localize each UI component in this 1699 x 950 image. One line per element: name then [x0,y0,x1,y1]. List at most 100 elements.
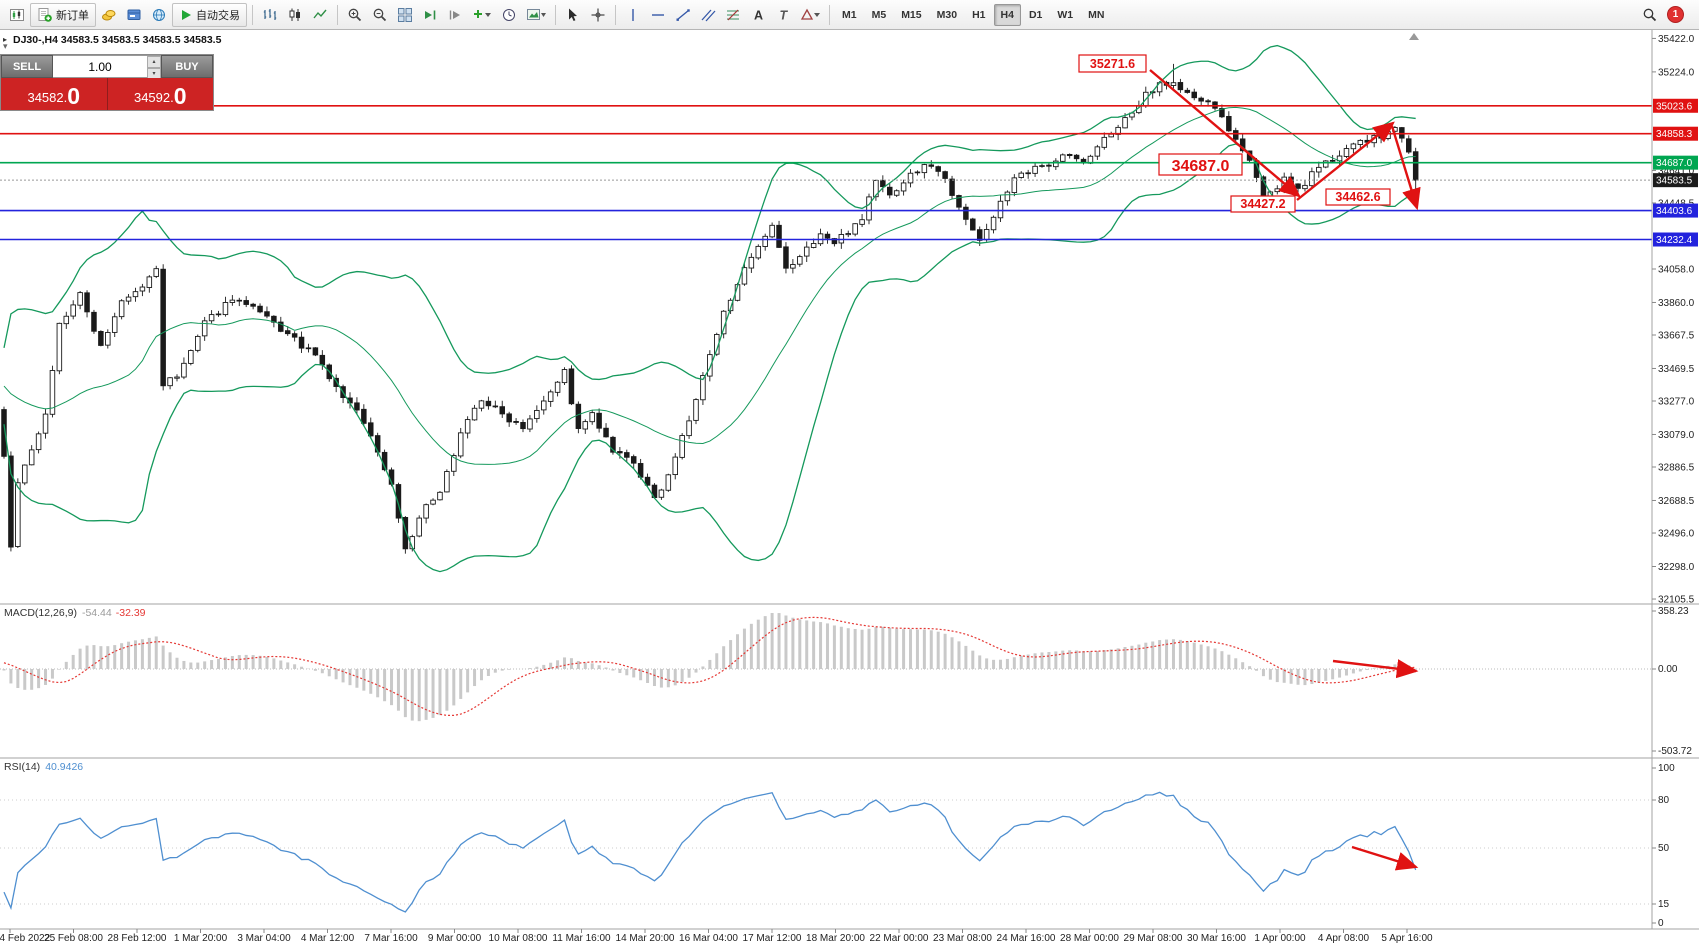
svg-text:23 Mar 08:00: 23 Mar 08:00 [933,933,992,944]
price-annotations[interactable]: 35271.6 34687.0 34427.2 34462.6 [1078,54,1391,213]
chart-canvas[interactable]: 35271.6 34687.0 34427.2 34462.6 35422.0 35224… [0,30,1699,950]
candlestick-chart-icon[interactable] [283,3,307,27]
text-label-icon[interactable]: T [771,3,795,27]
tf-m5[interactable]: M5 [865,4,894,26]
chart-window-icon[interactable] [5,3,29,27]
zoom-in-icon[interactable] [343,3,367,27]
svg-text:11 Mar 16:00: 11 Mar 16:00 [552,933,611,944]
vertical-line-icon[interactable] [621,3,645,27]
cycles-icon[interactable] [497,3,521,27]
templates-dropdown[interactable] [522,3,550,27]
bar-chart-icon[interactable] [258,3,282,27]
tf-mn[interactable]: MN [1081,4,1111,26]
symbol-ohlc-label: DJ30-,H4 34583.5 34583.5 34583.5 34583.5 [13,34,222,46]
new-chart-dropdown[interactable] [468,3,496,27]
trendline-icon[interactable] [671,3,695,27]
macd-histogram [2,613,1418,722]
toolbar-separator [829,4,830,25]
svg-text:30 Mar 16:00: 30 Mar 16:00 [1187,933,1246,944]
buy-price-main: 34592. [133,90,174,105]
svg-text:-503.72: -503.72 [1658,746,1692,757]
sell-price-display[interactable]: 34582. 0 [1,78,108,110]
play-icon [182,9,191,20]
accounts-icon[interactable] [122,3,146,27]
svg-text:33860.0: 33860.0 [1658,298,1695,309]
crosshair-icon[interactable] [586,3,610,27]
svg-text:0.00: 0.00 [1658,664,1678,675]
svg-text:T: T [780,8,789,22]
channel-icon[interactable] [696,3,720,27]
svg-text:24 Mar 16:00: 24 Mar 16:00 [997,933,1056,944]
svg-text:33469.5: 33469.5 [1658,364,1695,375]
svg-text:32496.0: 32496.0 [1658,529,1695,540]
trend-arrows[interactable] [1149,69,1421,871]
price-axis-badges: 35023.6 34858.3 34687.0 34583.5 34403.6 34232… [1653,98,1698,247]
buy-price-display[interactable]: 34592. 0 [107,78,213,110]
tf-h1[interactable]: H1 [965,4,992,26]
tf-w1[interactable]: W1 [1050,4,1080,26]
fibonacci-icon[interactable] [721,3,745,27]
toolbar-separator [337,4,338,25]
search-icon[interactable] [1638,3,1662,27]
tile-windows-icon[interactable] [393,3,417,27]
arrows-shapes-dropdown[interactable] [796,3,824,27]
svg-text:50: 50 [1658,843,1670,854]
text-tool-icon[interactable]: A [746,3,770,27]
auto-scroll-icon[interactable] [418,3,442,27]
svg-text:34687.0: 34687.0 [1172,158,1230,175]
autotrading-button[interactable]: 自动交易 [172,2,247,27]
sell-price-main: 34582. [27,90,68,105]
svg-text:34058.0: 34058.0 [1658,264,1695,275]
volume-input[interactable] [53,56,147,77]
annotation-box [1158,153,1243,176]
tf-m15[interactable]: M15 [894,4,928,26]
trend-arrow [1332,659,1419,679]
svg-text:18 Mar 20:00: 18 Mar 20:00 [806,933,865,944]
svg-text:14 Mar 20:00: 14 Mar 20:00 [616,933,675,944]
one-click-collapse-icon[interactable]: ▾ [3,41,8,51]
community-icon[interactable] [147,3,171,27]
trend-arrow [1351,845,1419,871]
cursor-icon[interactable] [561,3,585,27]
notification-badge[interactable]: 1 [1667,6,1684,23]
chart-shift-icon[interactable] [443,3,467,27]
svg-text:3 Mar 04:00: 3 Mar 04:00 [237,933,291,944]
line-chart-icon[interactable] [308,3,332,27]
svg-text:33277.0: 33277.0 [1658,397,1695,408]
new-order-button[interactable]: 新订单 [30,2,96,27]
svg-text:34232.4: 34232.4 [1656,235,1693,246]
chart-shift-marker [1409,33,1419,40]
annotation-box [1078,54,1147,73]
volume-spinner: ▴ ▾ [147,56,161,80]
sell-button[interactable]: SELL [1,55,53,78]
gold-coins-icon[interactable] [97,3,121,27]
level-lines[interactable] [0,104,1652,241]
svg-text:32298.0: 32298.0 [1658,562,1695,573]
autotrading-label: 自动交易 [196,9,240,22]
tf-d1[interactable]: D1 [1022,4,1049,26]
tf-m30[interactable]: M30 [930,4,964,26]
macd-indicator-label: MACD(12,26,9) -54.44 -32.39 [4,607,146,619]
svg-text:0: 0 [1658,918,1664,929]
macd-name: MACD(12,26,9) [4,607,77,619]
svg-text:1 Apr 00:00: 1 Apr 00:00 [1254,933,1306,944]
volume-increase-button[interactable]: ▴ [147,56,161,68]
svg-text:7 Mar 16:00: 7 Mar 16:00 [364,933,418,944]
trend-arrow [1296,121,1395,201]
volume-field: ▴ ▾ [53,55,161,80]
buy-button[interactable]: BUY [161,55,213,78]
tf-m1[interactable]: M1 [835,4,864,26]
svg-text:28 Feb 12:00: 28 Feb 12:00 [108,933,167,944]
svg-text:34403.6: 34403.6 [1656,206,1693,217]
svg-text:32688.5: 32688.5 [1658,496,1695,507]
tf-h4[interactable]: H4 [993,3,1021,26]
one-click-prices-row: 34582. 0 34592. 0 [1,78,213,110]
main-toolbar: 新订单 自动交易 [0,0,1699,30]
svg-text:35422.0: 35422.0 [1658,34,1695,45]
candles-layer [1,63,1419,554]
zoom-out-icon[interactable] [368,3,392,27]
svg-text:32886.5: 32886.5 [1658,463,1695,474]
horizontal-line-icon[interactable] [646,3,670,27]
